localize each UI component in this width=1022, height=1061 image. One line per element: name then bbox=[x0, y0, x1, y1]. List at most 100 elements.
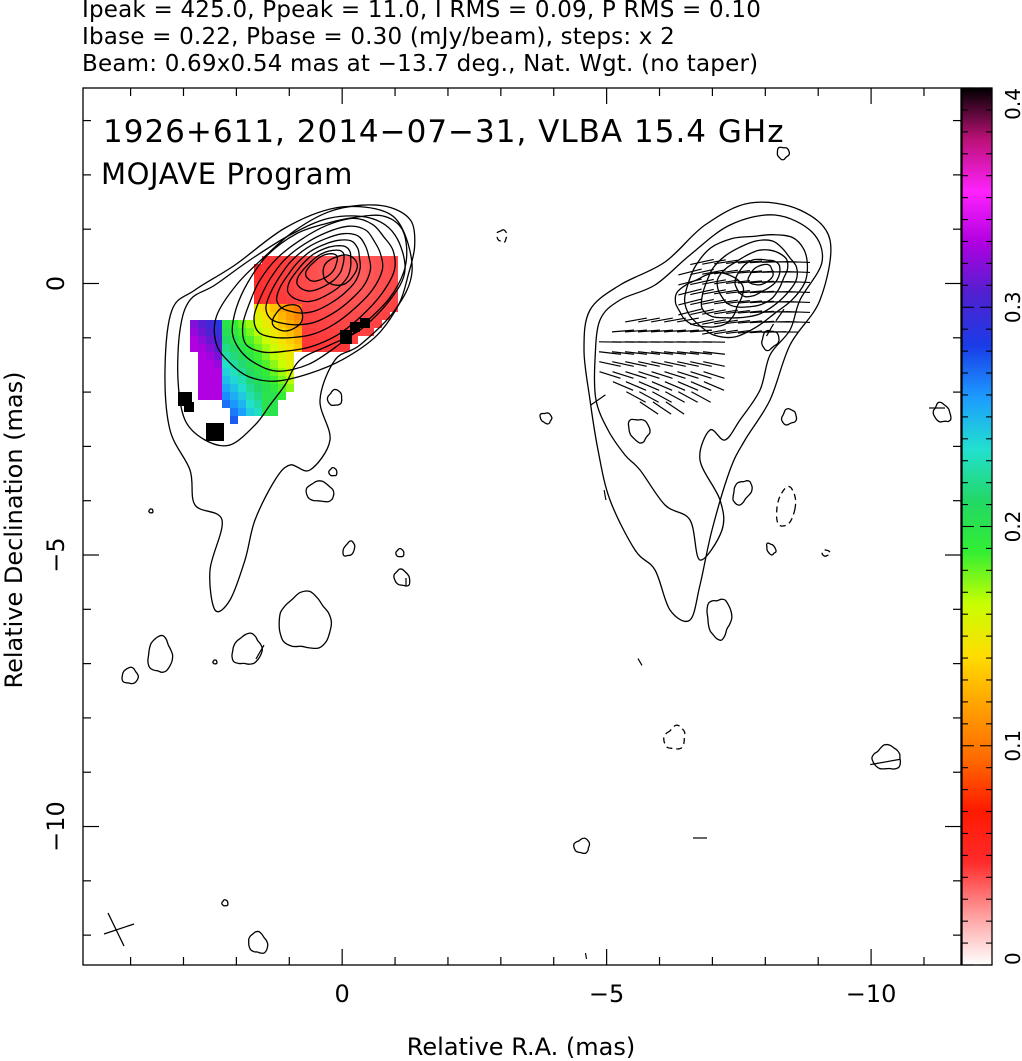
contour-left-knot bbox=[271, 304, 304, 332]
header-line-3: Beam: 0.69x0.54 mas at −13.7 deg., Nat. … bbox=[82, 51, 759, 77]
evpa-vector bbox=[689, 329, 713, 333]
fpol-pixel bbox=[214, 368, 222, 376]
evpa-vector bbox=[677, 371, 699, 379]
fpol-pixel bbox=[238, 352, 246, 360]
evpa-vector bbox=[765, 323, 775, 337]
evpa-vector bbox=[676, 329, 700, 333]
contour-right-outer bbox=[593, 214, 824, 561]
contour-island bbox=[395, 547, 405, 558]
evpa-vector bbox=[737, 270, 763, 274]
total-intensity-contours bbox=[121, 146, 952, 954]
evpa-vector bbox=[638, 317, 660, 323]
contour-island bbox=[393, 568, 411, 587]
contour-island bbox=[248, 930, 269, 954]
evpa-vector bbox=[664, 361, 686, 367]
fpol-pixel bbox=[246, 392, 254, 400]
contour-island bbox=[573, 837, 591, 855]
fpol-pixel bbox=[278, 368, 286, 376]
fpol-pixel bbox=[198, 352, 206, 360]
evpa-vector bbox=[703, 371, 725, 379]
contour-left-outer bbox=[177, 215, 406, 447]
fpol-pixel bbox=[358, 328, 366, 336]
evpa-vector bbox=[703, 381, 725, 391]
fpol-pixel bbox=[350, 256, 358, 264]
contour-island bbox=[539, 412, 553, 425]
contour-left bbox=[253, 225, 384, 339]
evpa-vector bbox=[678, 268, 702, 276]
evpa-vector bbox=[714, 299, 738, 305]
fpol-pixel bbox=[318, 264, 326, 272]
evpa-vector bbox=[690, 298, 714, 306]
evpa-vector bbox=[726, 259, 750, 265]
fpol-pixel bbox=[286, 304, 294, 312]
contour-right-inner bbox=[674, 271, 745, 328]
fpol-pixel bbox=[230, 384, 238, 392]
header-line-2: Ibase = 0.22, Pbase = 0.30 (mJy/beam), s… bbox=[82, 24, 675, 50]
fpol-pixel bbox=[262, 272, 270, 280]
x-axis-label: Relative R.A. (mas) bbox=[407, 1033, 635, 1061]
fpol-pixel bbox=[198, 368, 206, 376]
chart-title: 1926+611, 2014−07−31, VLBA 15.4 GHz bbox=[103, 114, 784, 150]
evpa-vector bbox=[726, 269, 750, 275]
fpol-pixel bbox=[190, 320, 198, 328]
fpol-pixel bbox=[270, 304, 278, 312]
fpol-pixel bbox=[334, 288, 342, 296]
evpa-vector bbox=[690, 258, 714, 266]
fpol-pixel bbox=[222, 384, 230, 392]
fpol-pixel bbox=[254, 344, 262, 352]
tick-labels: 0 −5 −10 0 −5 −10 bbox=[42, 276, 896, 1008]
evpa-vector bbox=[690, 268, 714, 276]
contour-island bbox=[821, 549, 832, 557]
fpol-pixel bbox=[278, 352, 286, 360]
fpol-pixel bbox=[390, 272, 398, 280]
fpol-pixel bbox=[198, 336, 206, 344]
header-line-1: Ipeak = 425.0, Ppeak = 11.0, I RMS = 0.0… bbox=[82, 0, 762, 23]
contour-island bbox=[663, 724, 686, 750]
fpol-pixel bbox=[294, 312, 302, 320]
evpa-vector bbox=[611, 329, 635, 333]
evpa-vector bbox=[599, 371, 621, 379]
evpa-vector bbox=[625, 381, 647, 391]
evpa-vector bbox=[663, 329, 687, 333]
fpol-pixel bbox=[254, 320, 262, 328]
fpol-pixel bbox=[310, 344, 318, 352]
colorbar-tick-label: 0.1 bbox=[1001, 730, 1022, 762]
evpa-vector bbox=[726, 329, 750, 335]
fpol-pixel bbox=[238, 400, 246, 408]
evpa-vector bbox=[638, 351, 660, 355]
evpa-vector bbox=[785, 290, 811, 294]
fpol-pixel bbox=[262, 328, 270, 336]
fpol-pixel bbox=[318, 328, 326, 336]
contour-island bbox=[326, 388, 343, 407]
contour-left bbox=[305, 253, 339, 282]
fpol-pixel bbox=[262, 408, 270, 416]
evpa-vector bbox=[785, 300, 811, 304]
fpol-saturated-pixel bbox=[184, 402, 194, 412]
fpol-pixel bbox=[254, 304, 262, 312]
fpol-pixel bbox=[270, 384, 278, 392]
fpol-pixel bbox=[270, 368, 278, 376]
fpol-pixel bbox=[238, 384, 246, 392]
fpol-pixel bbox=[358, 280, 366, 288]
fpol-pixel bbox=[198, 376, 206, 384]
fpol-pixel bbox=[270, 376, 278, 384]
evpa-vector bbox=[785, 310, 811, 314]
contour-left bbox=[231, 214, 408, 372]
fpol-pixel bbox=[262, 280, 270, 288]
colorbar-tick-labels: 0 0.1 0.2 0.3 0.4 bbox=[1001, 88, 1022, 965]
fpol-pixel bbox=[246, 320, 254, 328]
fpol-pixel bbox=[374, 296, 382, 304]
fpol-pixel bbox=[382, 288, 390, 296]
fpol-pixel bbox=[286, 368, 294, 376]
contour-island bbox=[496, 229, 508, 244]
evpa-vector bbox=[714, 309, 738, 315]
fpol-pixel bbox=[270, 280, 278, 288]
fpol-pixel bbox=[190, 344, 198, 352]
fpol-pixel bbox=[350, 296, 358, 304]
fpol-pixel bbox=[214, 360, 222, 368]
fpol-pixel bbox=[254, 392, 262, 400]
fpol-pixel bbox=[366, 296, 374, 304]
evpa-vector bbox=[785, 260, 811, 264]
evpa-vector bbox=[652, 401, 672, 415]
fpol-pixel bbox=[278, 392, 286, 400]
